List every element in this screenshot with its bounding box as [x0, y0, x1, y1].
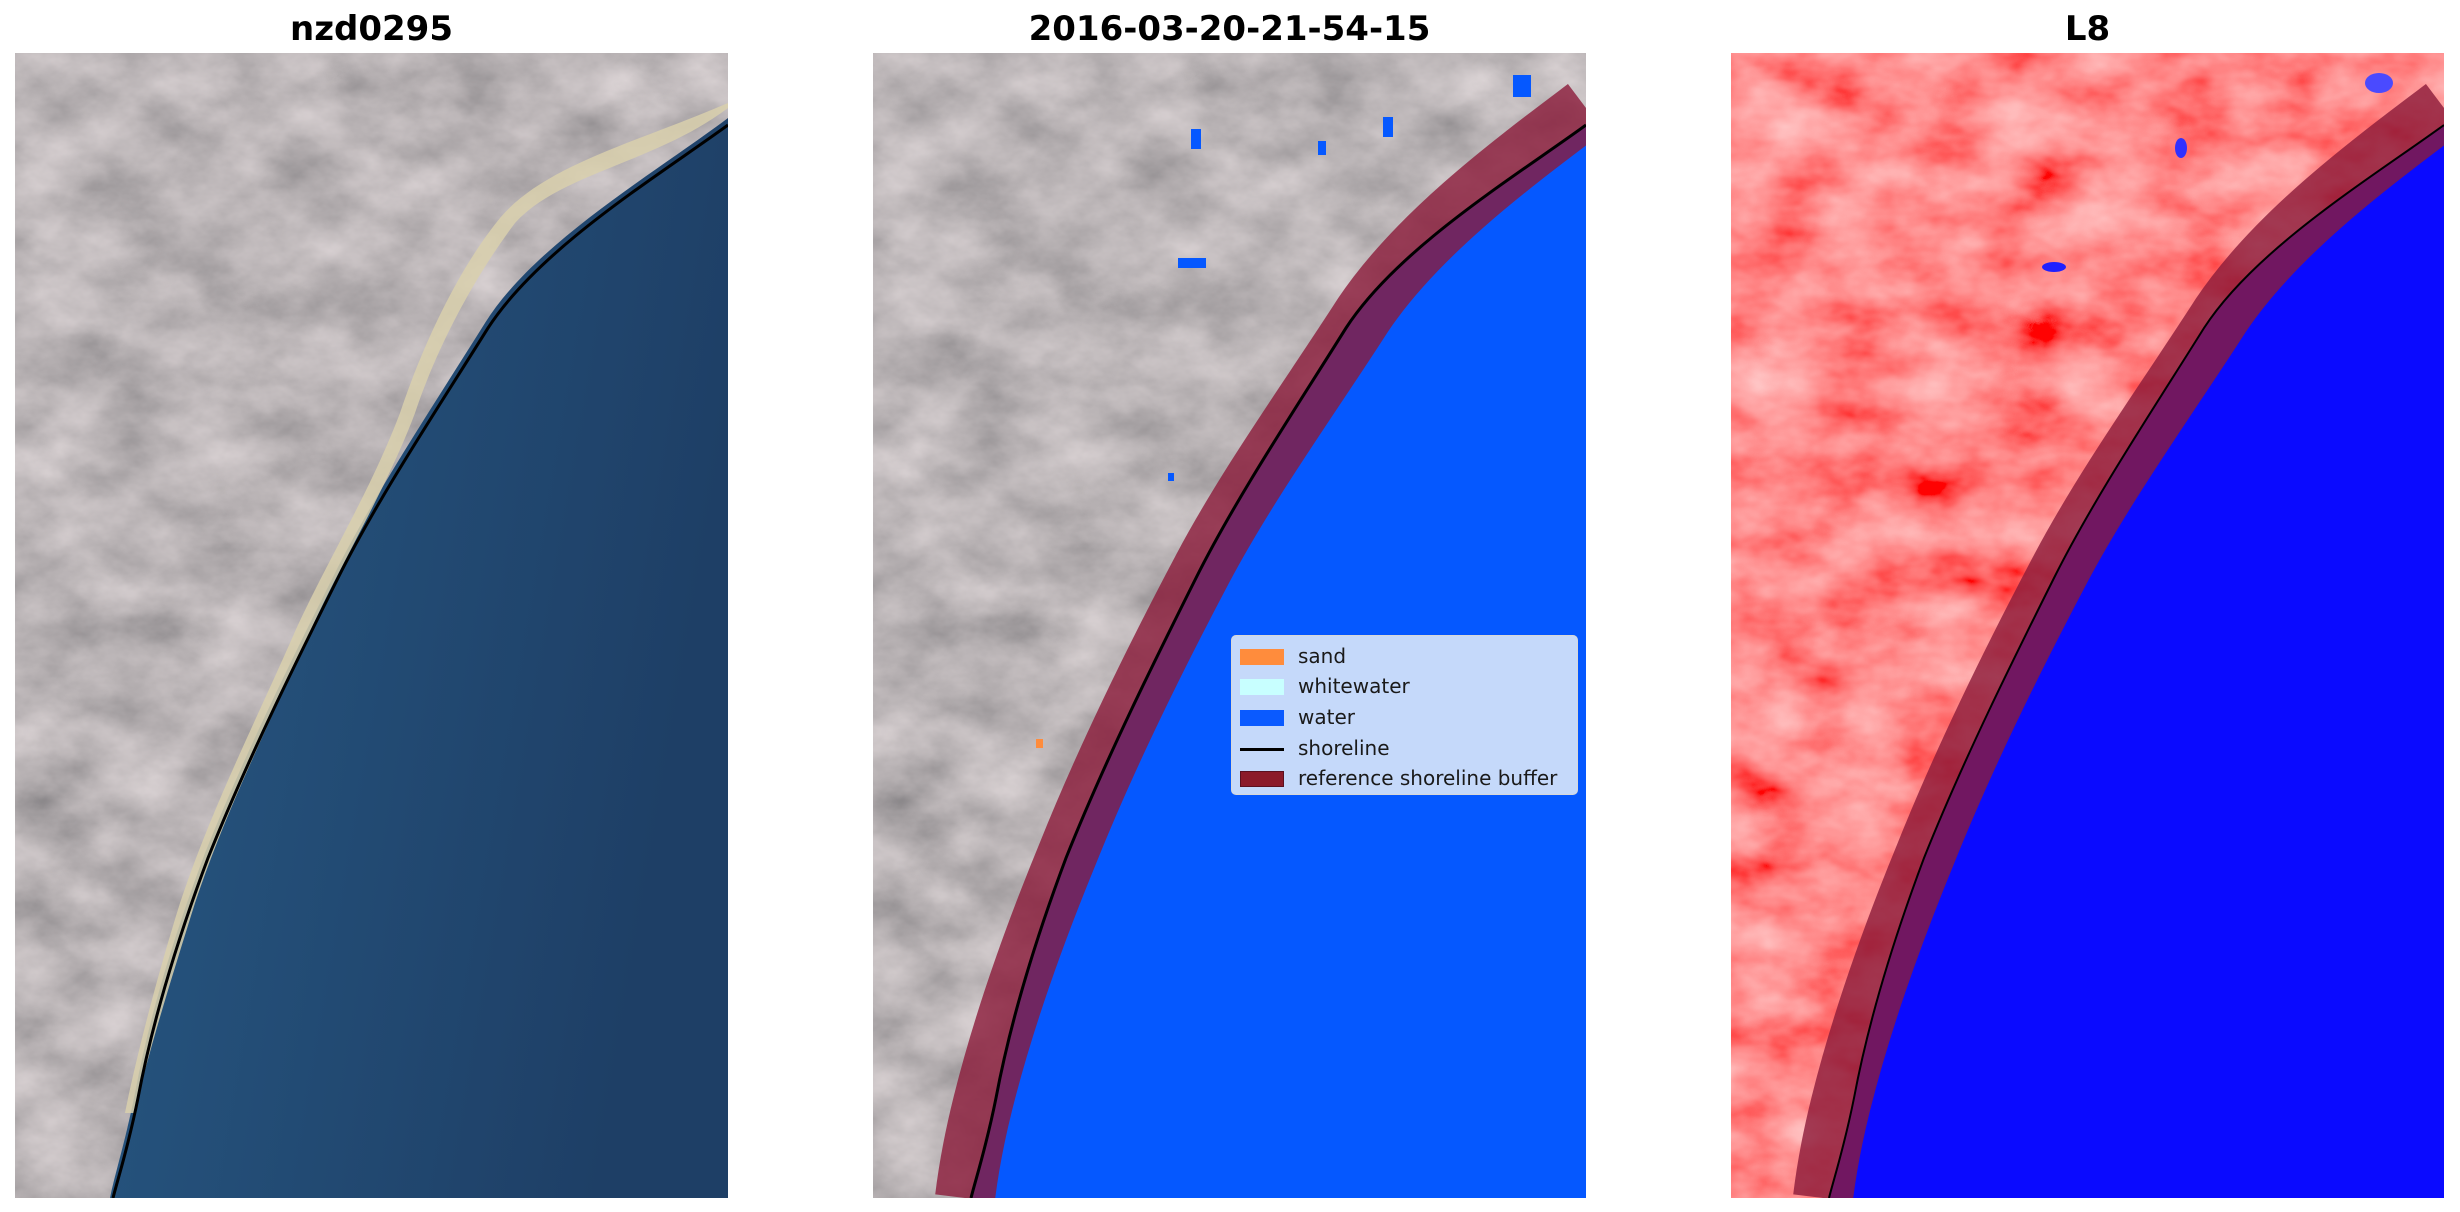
legend-label: water: [1298, 705, 1355, 729]
water-patch: [1168, 473, 1174, 481]
legend-item-shoreline: shoreline: [1232, 733, 1577, 761]
water-patch: [2042, 262, 2066, 272]
legend-label: shoreline: [1298, 736, 1390, 760]
panel-title-rgb: nzd0295: [290, 9, 453, 49]
legend-item-reference-buffer: reference shoreline buffer: [1232, 763, 1577, 791]
water-patch: [2175, 138, 2187, 158]
water-patch: [2365, 73, 2393, 93]
legend-label: whitewater: [1298, 674, 1410, 698]
legend-swatch-whitewater: [1240, 679, 1284, 695]
rgb-satellite-image: [15, 53, 728, 1198]
shoreline-line: [1828, 124, 2444, 1198]
ocean: [110, 118, 728, 1198]
legend-label: reference shoreline buffer: [1298, 766, 1558, 790]
water-patch: [1383, 117, 1393, 137]
water-index-region: [1829, 125, 2444, 1198]
sand-patch: [1036, 739, 1043, 748]
legend-swatch-water: [1240, 710, 1284, 726]
classified-image: [873, 53, 1586, 1198]
shoreline-line: [111, 123, 728, 1198]
rgb-image-svg: [15, 53, 728, 1198]
legend-item-sand: sand: [1232, 641, 1577, 669]
index-image-svg: [1731, 53, 2444, 1198]
legend-line-shoreline: [1240, 748, 1284, 751]
legend-item-whitewater: whitewater: [1232, 671, 1577, 699]
water-patch: [1318, 141, 1326, 155]
legend-swatch-sand: [1240, 649, 1284, 665]
classified-image-svg: [873, 53, 1586, 1198]
water-patch: [1513, 75, 1531, 97]
legend-item-water: water: [1232, 702, 1577, 730]
legend: sand whitewater water shoreline referenc…: [1231, 635, 1578, 795]
panel-title-index: L8: [2064, 9, 2111, 49]
legend-swatch-reference-buffer: [1240, 771, 1284, 787]
water-patch: [1178, 258, 1206, 268]
legend-label: sand: [1298, 644, 1347, 668]
water-patch: [1191, 129, 1201, 149]
index-image: [1731, 53, 2444, 1198]
panel-title-classified: 2016-03-20-21-54-15: [1028, 9, 1431, 49]
shoreline-line: [969, 123, 1586, 1198]
